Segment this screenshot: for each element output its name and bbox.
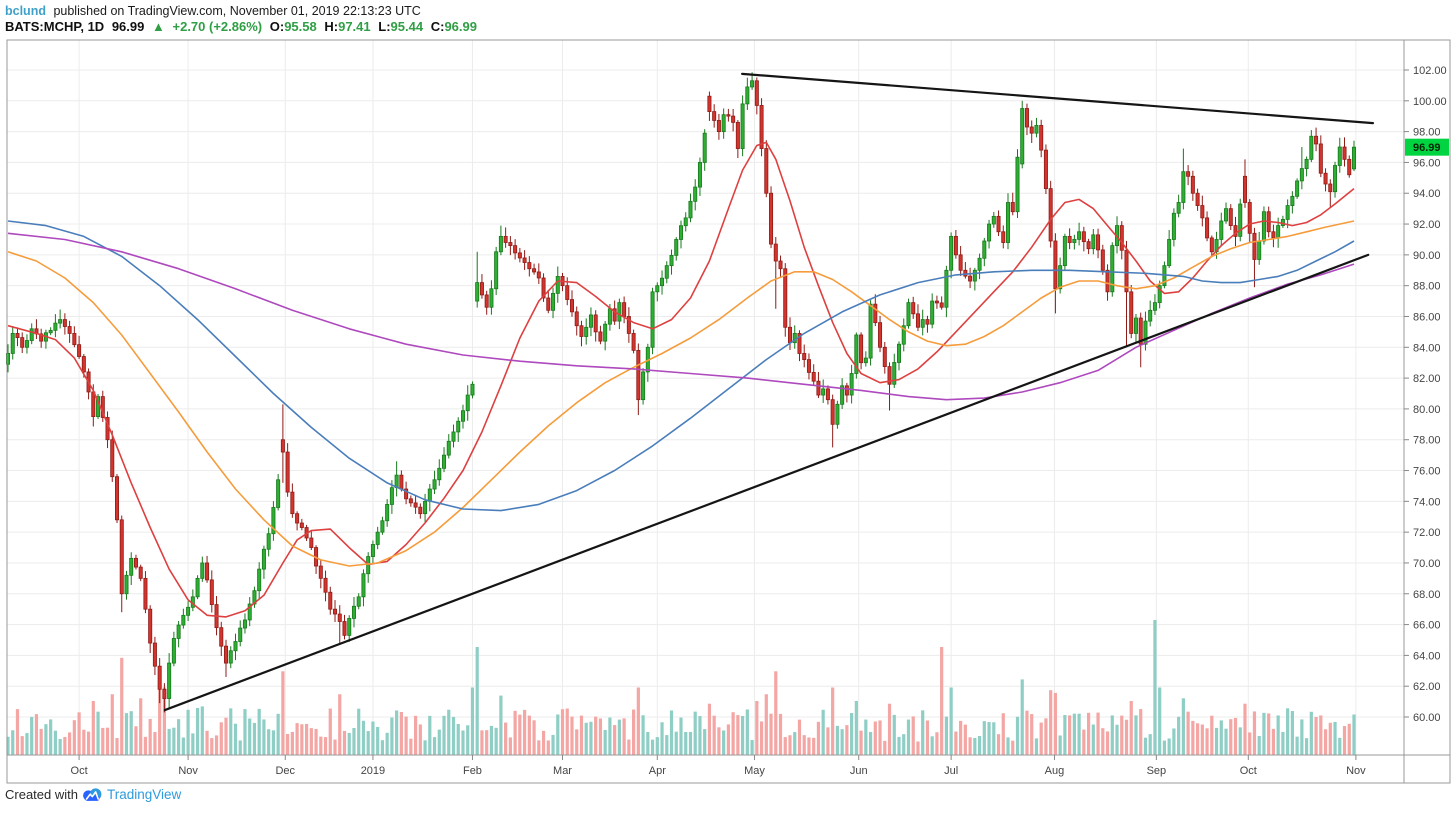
- medium-orange-ma-line: [7, 220, 1355, 567]
- chart-borders: [6, 39, 1451, 784]
- high-label: H:: [324, 19, 339, 34]
- svg-text:Apr: Apr: [649, 765, 666, 777]
- trendlines[interactable]: [163, 72, 1375, 712]
- svg-text:May: May: [744, 765, 765, 777]
- symbol-status-line: BATS:MCHP, 1D 96.99 ▲ +2.70 (+2.86%) O:9…: [5, 19, 481, 34]
- svg-text:88.00: 88.00: [1413, 281, 1441, 293]
- svg-text:86.00: 86.00: [1413, 311, 1441, 323]
- svg-text:Aug: Aug: [1045, 765, 1065, 777]
- grid-lines: [7, 40, 1404, 755]
- low-label: L:: [378, 19, 391, 34]
- svg-text:62.00: 62.00: [1413, 681, 1441, 693]
- svg-text:60.00: 60.00: [1413, 712, 1441, 724]
- created-with-text: Created with: [5, 787, 78, 802]
- svg-text:Dec: Dec: [275, 765, 295, 777]
- descending-resistance-trendline: [741, 72, 1375, 125]
- symbol-title: BATS:MCHP, 1D: [5, 19, 105, 34]
- svg-text:82.00: 82.00: [1413, 373, 1441, 385]
- open-label: O:: [269, 19, 285, 34]
- publish-line: bclund published on TradingView.com, Nov…: [5, 4, 421, 18]
- last-price: 96.99: [111, 19, 145, 34]
- svg-text:Sep: Sep: [1147, 765, 1167, 777]
- svg-text:102.00: 102.00: [1413, 65, 1447, 77]
- svg-text:66.00: 66.00: [1413, 620, 1441, 632]
- svg-text:76.00: 76.00: [1413, 466, 1441, 478]
- svg-text:98.00: 98.00: [1413, 127, 1441, 139]
- svg-text:90.00: 90.00: [1413, 250, 1441, 262]
- price-axis[interactable]: 60.00 62.00 64.00 66.00 68.00 70.00 72.00 74.00…: [1404, 65, 1447, 724]
- svg-text:2019: 2019: [361, 765, 385, 777]
- close-value: 96.99: [444, 19, 477, 34]
- price-change: +2.70 (+2.86%): [172, 19, 263, 34]
- open-value: 95.58: [284, 19, 317, 34]
- close-label: C:: [430, 19, 445, 34]
- ascending-support-trendline: [163, 253, 1370, 712]
- publish-text: published on TradingView.com, November 0…: [53, 4, 421, 18]
- svg-text:96.00: 96.00: [1413, 157, 1441, 169]
- svg-text:Jun: Jun: [850, 765, 868, 777]
- svg-text:84.00: 84.00: [1413, 342, 1441, 354]
- change-up-arrow-icon: ▲: [152, 19, 165, 34]
- volume-bars: [6, 620, 1356, 755]
- moving-average-lines: [7, 141, 1355, 618]
- svg-text:Mar: Mar: [553, 765, 572, 777]
- svg-text:94.00: 94.00: [1413, 188, 1441, 200]
- svg-text:70.00: 70.00: [1413, 558, 1441, 570]
- svg-text:92.00: 92.00: [1413, 219, 1441, 231]
- svg-text:Feb: Feb: [463, 765, 482, 777]
- low-value: 95.44: [390, 19, 424, 34]
- slow-blue-ma-line: [7, 220, 1355, 512]
- svg-text:100.00: 100.00: [1413, 96, 1447, 108]
- svg-text:80.00: 80.00: [1413, 404, 1441, 416]
- svg-text:72.00: 72.00: [1413, 527, 1441, 539]
- svg-text:Oct: Oct: [71, 765, 88, 777]
- watermark: Created with TradingView: [5, 787, 181, 802]
- fast-red-ma-line: [7, 141, 1355, 618]
- svg-text:64.00: 64.00: [1413, 650, 1441, 662]
- svg-text:Oct: Oct: [1240, 765, 1257, 777]
- time-axis[interactable]: Oct Nov Dec 2019 Feb Mar Apr May Jun Jul Aug Sep Oct…: [71, 755, 1367, 777]
- tradingview-cloud-logo-icon: [83, 787, 102, 801]
- svg-text:Nov: Nov: [1346, 765, 1366, 777]
- author-link[interactable]: bclund: [5, 4, 46, 18]
- svg-text:78.00: 78.00: [1413, 435, 1441, 447]
- tradingview-brand-link[interactable]: TradingView: [106, 787, 182, 802]
- current-price-badge: 96.99: [1405, 138, 1449, 156]
- candles: [6, 72, 1356, 713]
- svg-text:96.99: 96.99: [1413, 142, 1441, 154]
- svg-text:Nov: Nov: [178, 765, 198, 777]
- svg-text:68.00: 68.00: [1413, 589, 1441, 601]
- svg-text:74.00: 74.00: [1413, 496, 1441, 508]
- high-value: 97.41: [338, 19, 371, 34]
- svg-text:Jul: Jul: [944, 765, 958, 777]
